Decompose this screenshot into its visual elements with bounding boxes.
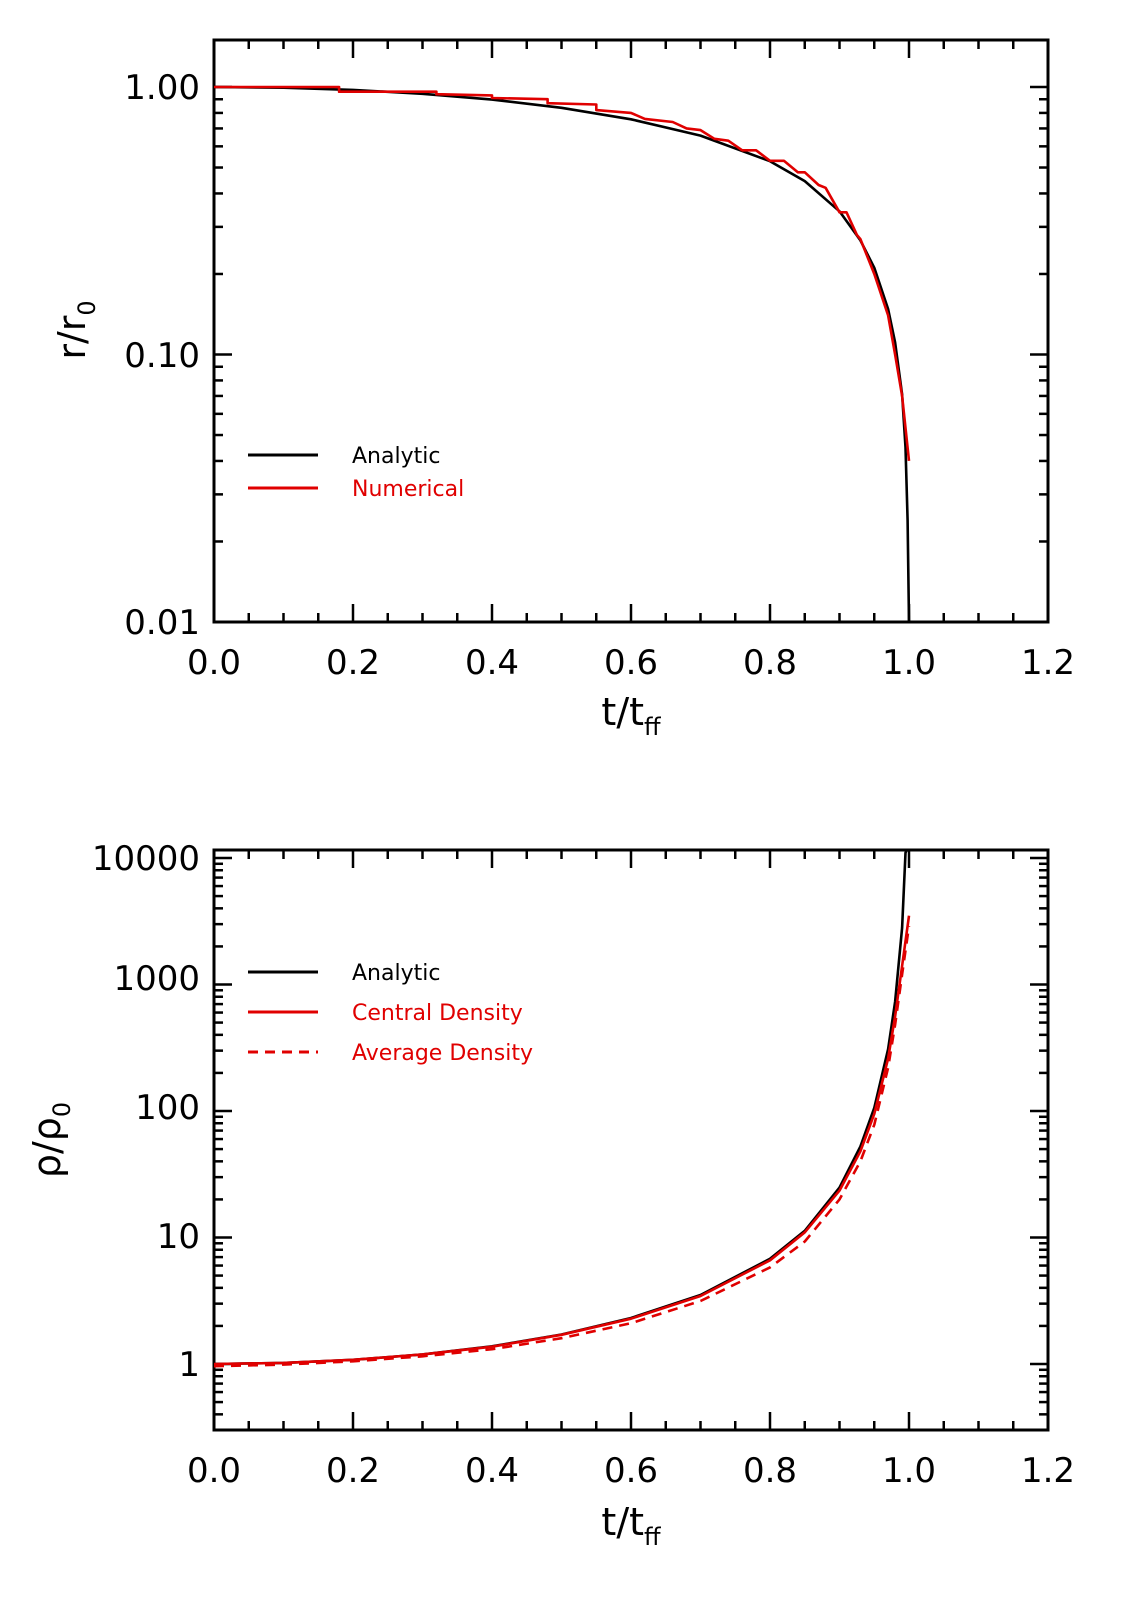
chart-panel-1: 0.0 0.2 0.4 0.6 0.8 1.0 1.2 1.00 0.10 0.01 t/tff r/… [50, 38, 1075, 741]
y-axis-title: r/r0 [50, 300, 101, 359]
x-tick-label: 1.2 [1021, 643, 1075, 683]
legend-label: Analytic [352, 961, 440, 986]
legend-label: Central Density [352, 1001, 523, 1026]
x-tick-label: 0.2 [326, 643, 380, 683]
x-tick-label: 0.0 [187, 643, 241, 683]
y-tick-label: 10 [157, 1217, 200, 1257]
x-tick-label: 0.0 [187, 1451, 241, 1491]
y-tick-label: 1 [178, 1345, 200, 1385]
plot-frame [212, 38, 1050, 624]
y-tick-label: 10000 [92, 839, 200, 879]
x-tick-label: 0.6 [604, 1451, 658, 1491]
y-tick-label: 1000 [113, 959, 200, 999]
series-line-numerical [214, 85, 911, 462]
x-tick-label: 1.2 [1021, 1451, 1075, 1491]
x-tick-label: 0.8 [743, 643, 797, 683]
x-tick-label: 0.4 [465, 643, 519, 683]
x-tick-label: 1.0 [882, 643, 936, 683]
series-line-central-density [214, 915, 911, 1366]
x-tick-label: 0.4 [465, 1451, 519, 1491]
series-line-average-density [214, 925, 911, 1368]
legend-label: Numerical [352, 477, 464, 502]
x-tick-label: 0.8 [743, 1451, 797, 1491]
y-tick-label: 0.10 [124, 336, 200, 376]
y-tick-label: 100 [135, 1088, 200, 1128]
legend-label: Average Density [352, 1041, 533, 1066]
x-tick-label: 1.0 [882, 1451, 936, 1491]
series-line-analytic [214, 85, 911, 622]
x-tick-label: 0.6 [604, 643, 658, 683]
x-axis-title: t/tff [601, 1500, 661, 1551]
chart-panel-2: 0.0 0.2 0.4 0.6 0.8 1.0 1.2 10000 1000 100 10 1 t/tf… [25, 839, 1075, 1551]
y-tick-label: 0.01 [124, 603, 200, 643]
legend-label: Analytic [352, 444, 440, 469]
x-axis-title: t/tff [601, 690, 661, 741]
y-axis-title: ρ/ρ0 [25, 1102, 76, 1178]
series-line-analytic [214, 850, 909, 1366]
x-tick-label: 0.2 [326, 1451, 380, 1491]
plot-frame [212, 848, 1050, 1432]
y-tick-label: 1.00 [124, 68, 200, 108]
